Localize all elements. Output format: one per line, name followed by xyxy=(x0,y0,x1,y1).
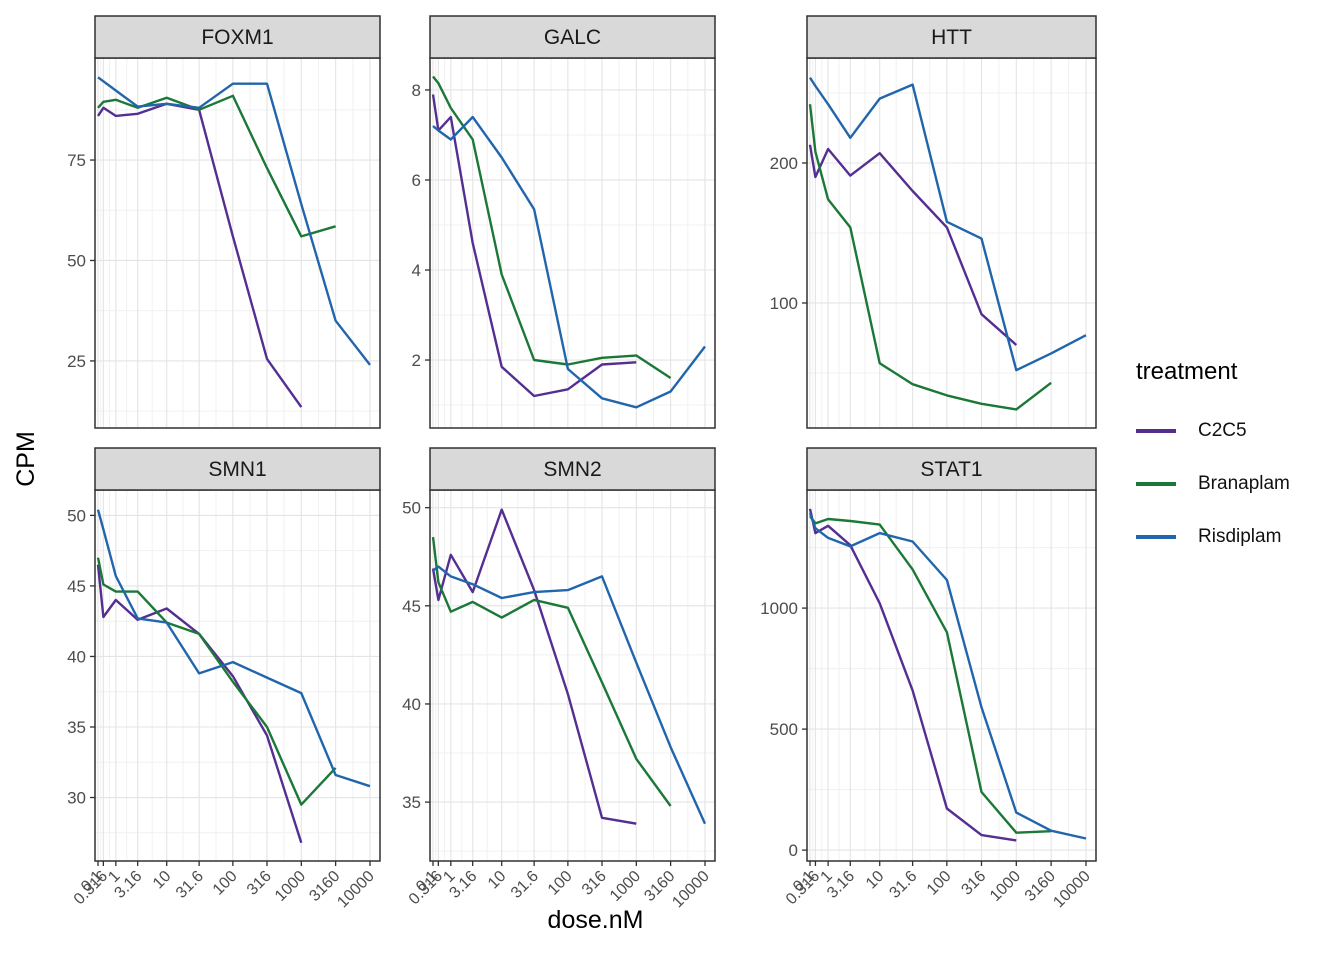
y-tick-label: 35 xyxy=(402,793,421,812)
x-tick-label: 100 xyxy=(210,868,241,899)
legend-line-swatch xyxy=(1136,482,1176,486)
y-tick-label: 50 xyxy=(67,506,86,525)
series-line-Branaplam xyxy=(809,515,1052,834)
series-line-Branaplam xyxy=(96,557,337,806)
series-line-Branaplam xyxy=(808,104,1052,411)
series-line-Risdiplam xyxy=(432,565,707,825)
y-tick-label: 40 xyxy=(67,647,86,666)
facet-strip-title: FOXM1 xyxy=(201,26,273,49)
facet-GALC: GALC 2 4 6 8 xyxy=(412,15,716,429)
y-tick-label: 45 xyxy=(67,577,86,596)
series-line-C2C5 xyxy=(431,508,637,825)
legend-entry-label: C2C5 xyxy=(1198,420,1247,441)
facet-strip xyxy=(429,447,716,491)
y-tick-label: 200 xyxy=(770,154,798,173)
x-tick-label: 31.6 xyxy=(886,868,920,902)
panel-background xyxy=(430,490,715,861)
y-tick-label: 45 xyxy=(402,597,421,616)
panel-background xyxy=(807,490,1096,861)
series-line-Risdiplam xyxy=(96,509,371,788)
x-tick-label: 10 xyxy=(485,868,510,893)
panel-background xyxy=(430,58,715,428)
y-tick-label: 1000 xyxy=(760,599,798,618)
y-tick-label: 100 xyxy=(770,294,798,313)
x-tick-label: 10000 xyxy=(669,868,713,912)
series-line-Branaplam xyxy=(97,94,336,238)
legend-line-swatch xyxy=(1136,429,1176,433)
facet-strip xyxy=(806,447,1097,491)
legend-line-swatch xyxy=(1136,535,1176,539)
series-line-Branaplam xyxy=(432,75,672,380)
series-line-C2C5 xyxy=(431,94,637,398)
series-line-Risdiplam xyxy=(97,76,371,366)
x-tick-label: 100 xyxy=(545,868,576,899)
legend-entry-label: Branaplam xyxy=(1198,473,1290,494)
x-tick-label: 1000 xyxy=(272,868,309,905)
series-line-C2C5 xyxy=(96,564,303,844)
y-tick-label: 8 xyxy=(412,81,421,100)
x-tick-label: 316 xyxy=(958,868,989,899)
facet-strip xyxy=(806,15,1097,59)
legend: treatment C2C5 Branaplam Risdiplam xyxy=(1136,358,1290,579)
facet-strip xyxy=(94,15,381,59)
series-line-Risdiplam xyxy=(808,76,1087,372)
y-tick-label: 50 xyxy=(67,251,86,270)
x-tick-label: 31.6 xyxy=(508,868,542,902)
facet-FOXM1: FOXM1 25 50 75 xyxy=(67,15,381,429)
x-tick-label: 31.6 xyxy=(173,868,207,902)
series-line-Branaplam xyxy=(431,536,672,807)
x-tick-label: 316 xyxy=(244,868,275,899)
y-tick-label: 50 xyxy=(402,499,421,518)
y-tick-label: 2 xyxy=(412,351,421,370)
legend-entry: Branaplam xyxy=(1136,473,1290,495)
legend-entry: Risdiplam xyxy=(1136,526,1290,548)
legend-title: treatment xyxy=(1136,358,1238,385)
y-tick-label: 40 xyxy=(402,695,421,714)
facet-strip-title: STAT1 xyxy=(920,458,982,481)
x-tick-label: 100 xyxy=(924,868,955,899)
x-tick-label: 316 xyxy=(579,868,610,899)
y-tick-label: 30 xyxy=(67,789,86,808)
y-tick-label: 0 xyxy=(789,841,798,860)
legend-entry: C2C5 xyxy=(1136,420,1290,442)
x-tick-label: 3.16 xyxy=(824,868,858,902)
series-line-Risdiplam xyxy=(432,115,706,409)
y-tick-label: 500 xyxy=(770,720,798,739)
series-line-Risdiplam xyxy=(808,512,1087,840)
y-tick-label: 25 xyxy=(67,352,86,371)
x-tick-label: 1000 xyxy=(987,868,1024,905)
facet-strip-title: GALC xyxy=(544,26,601,49)
y-tick-label: 6 xyxy=(412,171,421,190)
x-tick-label: 1000 xyxy=(607,868,644,905)
x-tick-label: 10 xyxy=(863,868,888,893)
facet-strip xyxy=(94,447,381,491)
facet-HTT: HTT 100 200 xyxy=(770,15,1097,429)
panel-background xyxy=(95,490,380,861)
panel-background xyxy=(807,58,1096,428)
y-tick-label: 4 xyxy=(412,261,421,280)
y-tick-label: 75 xyxy=(67,151,86,170)
x-tick-label: 10 xyxy=(150,868,175,893)
legend-entry-label: Risdiplam xyxy=(1198,526,1282,547)
facet-strip-title: HTT xyxy=(931,26,972,49)
facet-strip-title: SMN2 xyxy=(543,458,601,481)
x-axis-title: dose.nM xyxy=(547,906,644,934)
x-tick-label: 10000 xyxy=(334,868,378,912)
x-tick-label: 10000 xyxy=(1050,868,1094,912)
facet-strip-title: SMN1 xyxy=(208,458,266,481)
facet-strip xyxy=(429,15,716,59)
y-tick-label: 35 xyxy=(67,718,86,737)
y-axis-title: CPM xyxy=(11,431,40,487)
panel-background xyxy=(95,58,380,428)
